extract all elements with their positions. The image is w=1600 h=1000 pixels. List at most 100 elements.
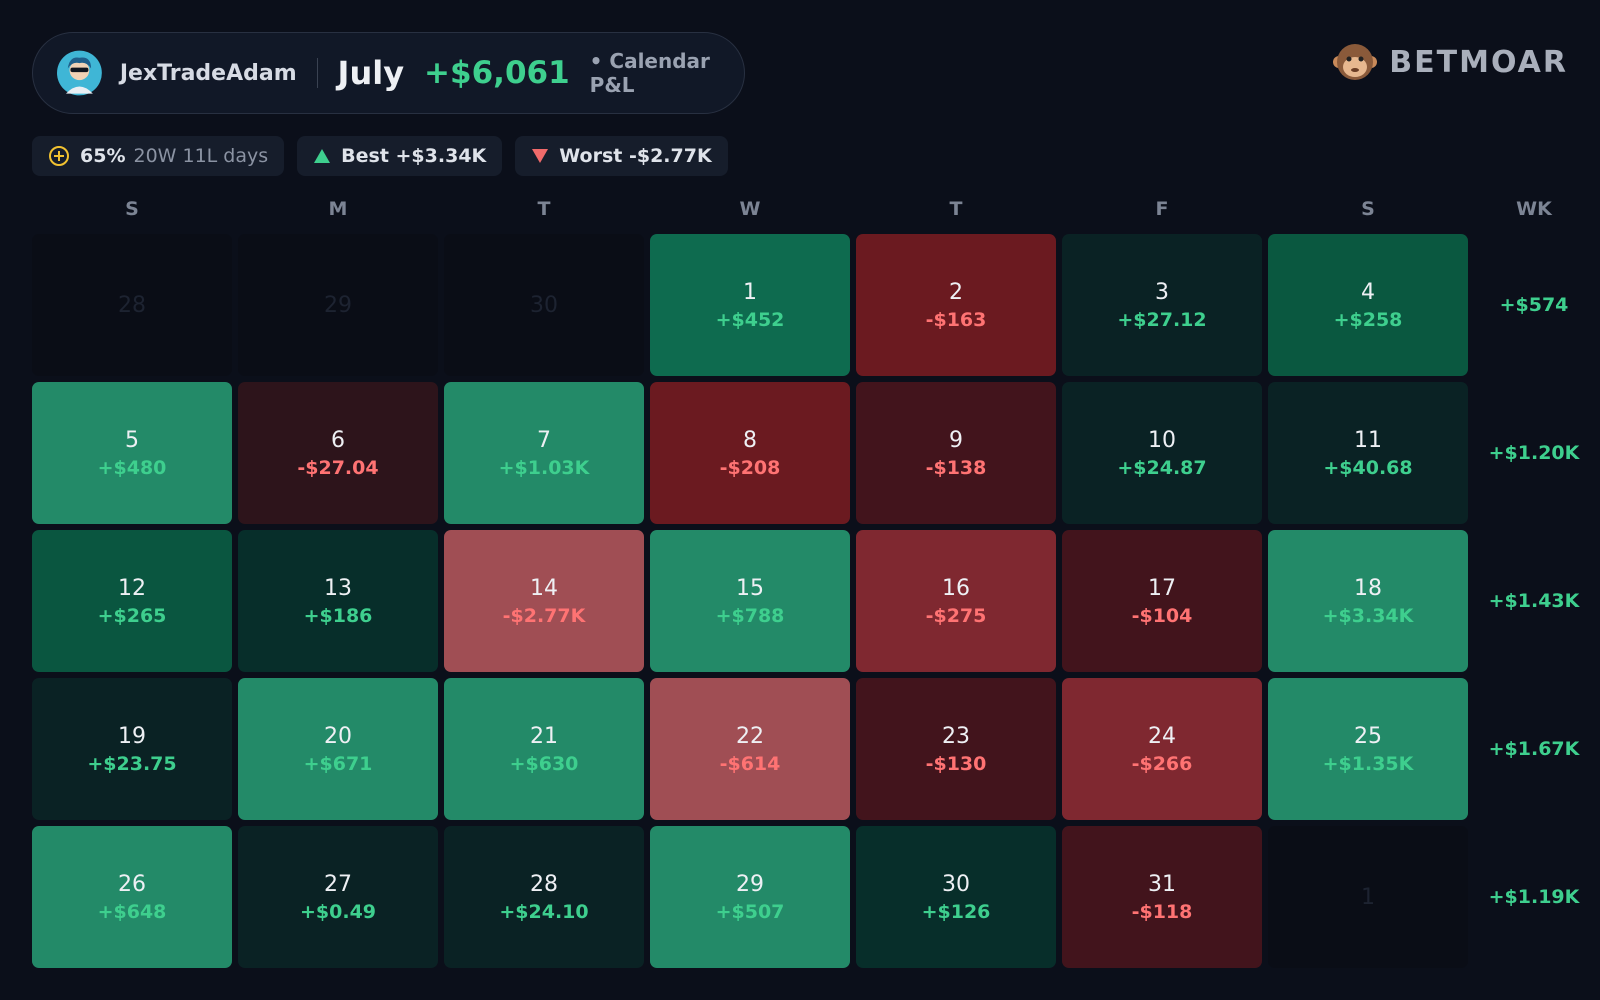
day-number: 30 — [530, 292, 558, 318]
day-number: 18 — [1354, 575, 1382, 601]
day-number: 1 — [1361, 884, 1375, 910]
day-number: 30 — [942, 871, 970, 897]
avatar — [57, 50, 102, 96]
day-cell: 30 +$126 — [856, 826, 1056, 968]
column-headers: S M T W T F S WK — [32, 198, 1594, 220]
day-cell: 20 +$671 — [238, 678, 438, 820]
best-day: Best +$3.34K — [341, 145, 487, 167]
day-cell: 8 -$208 — [650, 382, 850, 524]
day-cell: 5 +$480 — [32, 382, 232, 524]
day-number: 31 — [1148, 871, 1176, 897]
day-pnl: +$258 — [1333, 308, 1403, 331]
day-pnl: +$24.10 — [499, 900, 589, 923]
column-header: S — [1361, 198, 1375, 220]
day-pnl: +$126 — [921, 900, 991, 923]
day-pnl: +$1.03K — [498, 456, 590, 479]
win-rate: 65% — [80, 145, 126, 167]
week-total: +$1.43K — [1488, 590, 1580, 612]
day-number: 3 — [1155, 279, 1169, 305]
day-number: 13 — [324, 575, 352, 601]
day-cell: 4 +$258 — [1268, 234, 1468, 376]
day-pnl: +$40.68 — [1323, 456, 1413, 479]
day-number: 17 — [1148, 575, 1176, 601]
calendar-grid: 28 29 30 1 +$452 2 -$163 3 +$27.12 4 +$258 +$574 5 +$… — [32, 234, 1594, 968]
column-header: W — [739, 198, 761, 220]
down-icon — [532, 149, 549, 163]
worst-day: Worst -$2.77K — [559, 145, 712, 167]
day-number: 23 — [942, 723, 970, 749]
day-cell: 1 +$452 — [650, 234, 850, 376]
day-pnl: -$104 — [1131, 604, 1193, 627]
day-number: 7 — [537, 427, 551, 453]
day-number: 8 — [743, 427, 757, 453]
day-cell: 13 +$186 — [238, 530, 438, 672]
outside-day-cell: 30 — [444, 234, 644, 376]
column-header: T — [537, 198, 551, 220]
day-number: 11 — [1354, 427, 1382, 453]
day-cell: 27 +$0.49 — [238, 826, 438, 968]
day-pnl: +$630 — [509, 752, 579, 775]
day-number: 12 — [118, 575, 146, 601]
subtitle: • Calendar P&L — [589, 49, 710, 97]
day-pnl: +$265 — [97, 604, 167, 627]
day-pnl: +$648 — [97, 900, 167, 923]
month-total: +$6,061 — [424, 55, 570, 91]
column-header: S — [125, 198, 139, 220]
day-pnl: -$266 — [1131, 752, 1193, 775]
worst-chip: Worst -$2.77K — [515, 136, 728, 176]
month: July — [337, 54, 405, 92]
column-header: WK — [1516, 198, 1552, 220]
day-cell: 16 -$275 — [856, 530, 1056, 672]
day-number: 22 — [736, 723, 764, 749]
day-pnl: +$23.75 — [87, 752, 177, 775]
day-cell: 14 -$2.77K — [444, 530, 644, 672]
day-cell: 22 -$614 — [650, 678, 850, 820]
day-number: 5 — [125, 427, 139, 453]
day-pnl: +$1.35K — [1322, 752, 1414, 775]
column-header: T — [949, 198, 963, 220]
brand: BETMOAR — [1333, 40, 1568, 84]
day-number: 4 — [1361, 279, 1375, 305]
day-cell: 10 +$24.87 — [1062, 382, 1262, 524]
day-pnl: +$788 — [715, 604, 785, 627]
day-pnl: -$130 — [925, 752, 987, 775]
day-number: 9 — [949, 427, 963, 453]
day-cell: 11 +$40.68 — [1268, 382, 1468, 524]
day-pnl: -$614 — [719, 752, 781, 775]
day-cell: 9 -$138 — [856, 382, 1056, 524]
outside-day-cell: 29 — [238, 234, 438, 376]
day-cell: 18 +$3.34K — [1268, 530, 1468, 672]
day-number: 27 — [324, 871, 352, 897]
record: 20W 11L days — [133, 145, 269, 167]
day-pnl: +$507 — [715, 900, 785, 923]
day-pnl: -$275 — [925, 604, 987, 627]
column-header: M — [328, 198, 348, 220]
day-pnl: +$480 — [97, 456, 167, 479]
day-number: 19 — [118, 723, 146, 749]
day-number: 25 — [1354, 723, 1382, 749]
day-number: 28 — [530, 871, 558, 897]
win-icon — [49, 146, 69, 166]
day-cell: 6 -$27.04 — [238, 382, 438, 524]
day-cell: 26 +$648 — [32, 826, 232, 968]
day-pnl: +$186 — [303, 604, 373, 627]
stat-chips: 65% 20W 11L days Best +$3.34K Worst -$2.… — [32, 136, 728, 176]
day-number: 6 — [331, 427, 345, 453]
week-total: +$1.19K — [1488, 886, 1580, 908]
day-cell: 24 -$266 — [1062, 678, 1262, 820]
day-number: 2 — [949, 279, 963, 305]
day-cell: 23 -$130 — [856, 678, 1056, 820]
day-number: 10 — [1148, 427, 1176, 453]
day-number: 16 — [942, 575, 970, 601]
week-total: +$574 — [1499, 294, 1569, 316]
day-cell: 25 +$1.35K — [1268, 678, 1468, 820]
day-pnl: +$671 — [303, 752, 373, 775]
day-number: 1 — [743, 279, 757, 305]
week-total: +$1.20K — [1488, 442, 1580, 464]
day-number: 26 — [118, 871, 146, 897]
day-cell: 12 +$265 — [32, 530, 232, 672]
day-number: 29 — [736, 871, 764, 897]
